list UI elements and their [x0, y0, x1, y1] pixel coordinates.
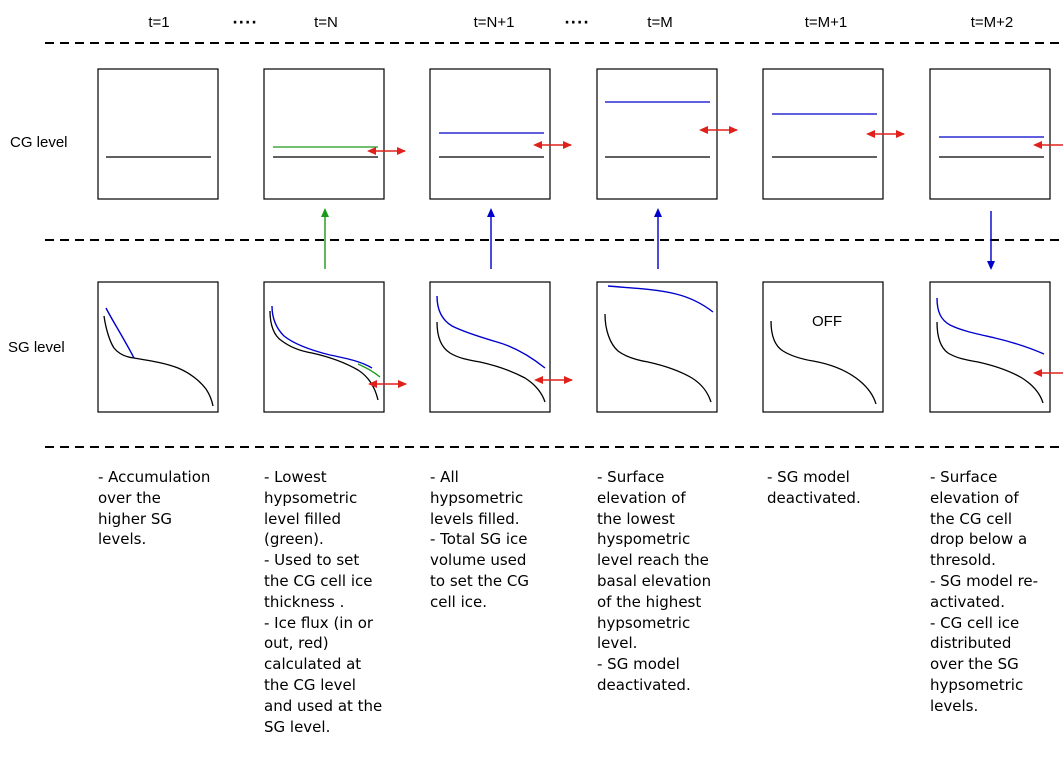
- time-label-tn: t=N: [314, 14, 338, 31]
- description-tm2: - Surface elevation of the CG cell drop …: [930, 468, 1039, 715]
- description-t1: - Accumulation over the higher SG levels…: [98, 468, 211, 549]
- cg-box-tn1: [429, 68, 551, 200]
- time-label-t1: t=1: [148, 14, 169, 31]
- hypsometric-bed-curve: [103, 315, 214, 407]
- filled-level-curve: [357, 363, 381, 378]
- sg-box-t1: [97, 281, 219, 413]
- ellipsis-1: ····: [232, 15, 257, 31]
- description-tn: - Lowest hypsometric level filled (green…: [264, 468, 383, 736]
- cg-box-tm2: [929, 68, 1051, 200]
- hypsometric-bed-curve: [269, 310, 379, 401]
- sg-box-tn: [263, 281, 385, 413]
- ice-surface-curve: [271, 305, 373, 369]
- cg-box-t1: [97, 68, 219, 200]
- time-label-tm: t=M: [647, 14, 672, 31]
- cg-box-tn: [263, 68, 385, 200]
- ellipsis-2: ····: [564, 15, 589, 31]
- cg-level-label: CG level: [10, 134, 68, 151]
- time-label-tm1: t=M+1: [805, 14, 848, 31]
- hypsometric-bed-curve: [436, 321, 546, 403]
- ice-surface-curve: [436, 295, 546, 369]
- time-label-tn1: t=N+1: [474, 14, 515, 31]
- ice-surface-curve: [936, 297, 1045, 355]
- hypsometric-bed-curve: [936, 321, 1044, 404]
- cg-box-tm: [596, 68, 718, 200]
- sg-box-tn1: [429, 281, 551, 413]
- time-label-tm2: t=M+2: [971, 14, 1014, 31]
- sg-box-tm2: [929, 281, 1051, 413]
- hypsometric-bed-curve: [604, 313, 712, 403]
- sg-box-tm: [596, 281, 718, 413]
- ice-surface-curve: [607, 285, 714, 313]
- description-tm1: - SG model deactivated.: [767, 468, 861, 507]
- sg-level-label: SG level: [8, 339, 65, 356]
- ice-surface-curve: [105, 307, 135, 359]
- description-tn1: - All hypsometric levels filled. - Total…: [430, 468, 530, 611]
- description-tm: - Surface elevation of the lowest hyspom…: [597, 468, 712, 694]
- sg-box-tm1: OFF: [762, 281, 884, 413]
- sg-off-label: OFF: [812, 313, 842, 330]
- cg-box-tm1: [762, 68, 884, 200]
- hypsometric-bed-curve: [770, 320, 877, 405]
